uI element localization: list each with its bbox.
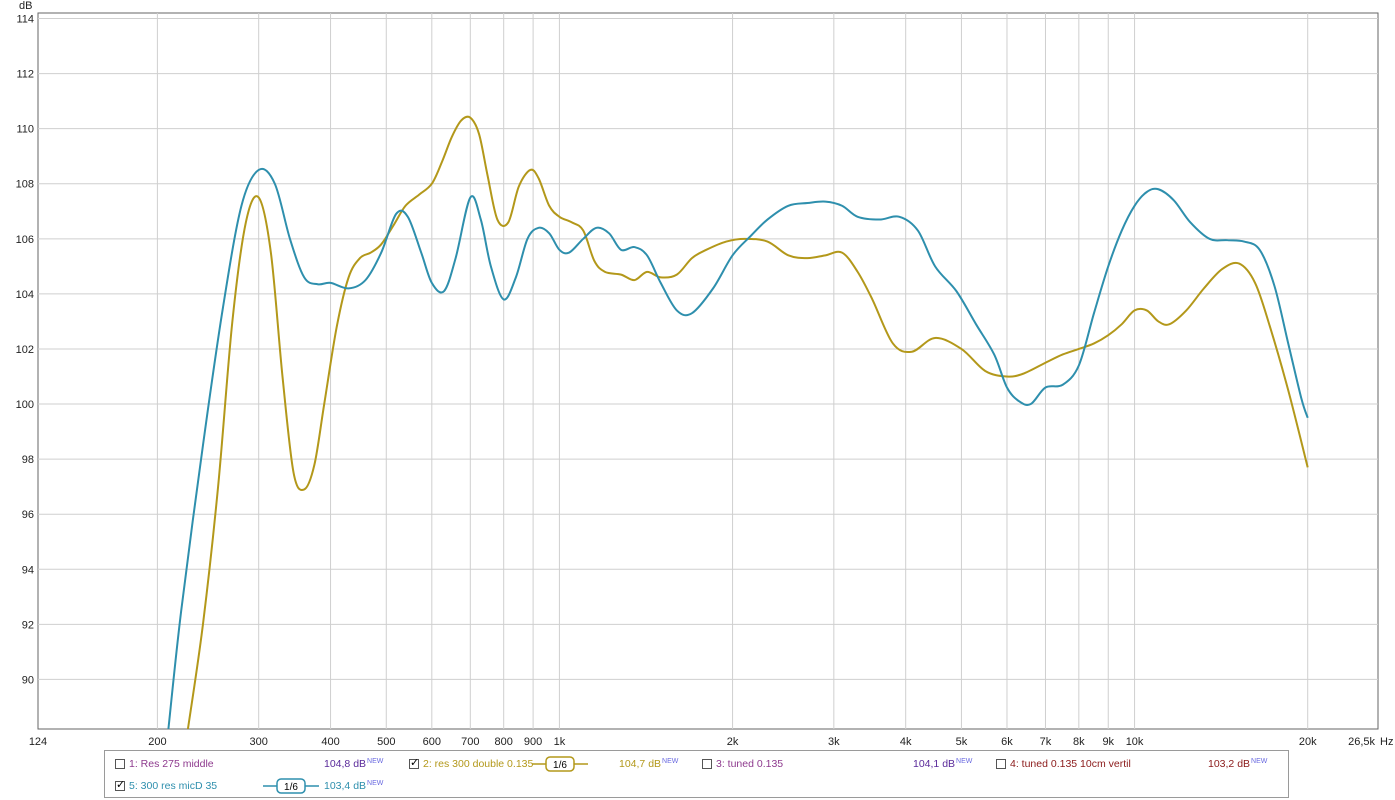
legend-checkbox-3[interactable] xyxy=(702,759,712,769)
svg-text:1/6: 1/6 xyxy=(284,782,298,793)
legend-checkbox-4[interactable] xyxy=(996,759,1006,769)
x-tick-label: 900 xyxy=(524,736,542,748)
x-tick-label: 1k xyxy=(554,736,566,748)
series-line-2 xyxy=(186,115,1309,729)
legend-level-2: 104,7 dB NEW xyxy=(619,757,679,771)
legend-label-4: 4: tuned 0.135 10cm vertil xyxy=(1010,758,1131,770)
y-tick-label: 114 xyxy=(16,14,34,26)
y-tick-label: 108 xyxy=(16,179,34,191)
legend-label-3: 3: tuned 0.135 xyxy=(716,758,784,770)
series-layer xyxy=(167,115,1309,729)
x-tick-label: 124 xyxy=(29,736,47,748)
x-tick-label: 7k xyxy=(1040,736,1052,748)
y-tick-label: 90 xyxy=(22,674,34,686)
x-tick-label: 600 xyxy=(423,736,441,748)
y-tick-label: 112 xyxy=(16,69,34,81)
frequency-response-chart[interactable]: 114 112 110 108 106 104 102 100 98 96 94 92 90 124 200… xyxy=(0,0,1395,750)
x-tick-label: 4k xyxy=(900,736,912,748)
x-axis-unit-label: Hz xyxy=(1380,736,1393,748)
legend-item-1[interactable]: 1: Res 275 middle xyxy=(115,753,214,775)
series-line-5 xyxy=(167,167,1309,729)
y-axis-unit-label: dB xyxy=(19,0,32,12)
x-tick-label: 9k xyxy=(1102,736,1114,748)
grid-lines xyxy=(38,13,1378,729)
y-tick-label: 98 xyxy=(22,454,34,466)
plot-area xyxy=(37,12,1379,730)
x-tick-label: 300 xyxy=(250,736,268,748)
smoothing-indicator-5[interactable]: 1/6 xyxy=(263,778,319,794)
y-tick-label: 102 xyxy=(16,344,34,356)
legend-level-3: 104,1 dB NEW xyxy=(913,757,973,771)
x-tick-label: 6k xyxy=(1001,736,1013,748)
legend-level-1: 104,8 dB NEW xyxy=(324,757,384,771)
legend-item-4[interactable]: 4: tuned 0.135 10cm vertil xyxy=(996,753,1131,775)
y-tick-label: 110 xyxy=(16,124,34,136)
x-tick-label: 400 xyxy=(321,736,339,748)
legend-item-5[interactable]: 5: 300 res micD 35 xyxy=(115,775,217,797)
tick-labels: 114 112 110 108 106 104 102 100 98 96 94 92 90 124 200… xyxy=(16,14,1376,748)
x-tick-label: 2k xyxy=(727,736,739,748)
x-tick-label: 20k xyxy=(1299,736,1317,748)
y-tick-label: 100 xyxy=(16,399,34,411)
legend-checkbox-2[interactable] xyxy=(409,756,419,769)
y-tick-label: 92 xyxy=(22,619,34,631)
svg-text:1/6: 1/6 xyxy=(553,760,567,771)
smoothing-indicator-2[interactable]: 1/6 xyxy=(532,756,588,772)
x-tick-label: 5k xyxy=(956,736,968,748)
x-tick-label: 10k xyxy=(1126,736,1144,748)
x-tick-label: 200 xyxy=(148,736,166,748)
y-tick-label: 96 xyxy=(22,509,34,521)
x-tick-label: 700 xyxy=(461,736,479,748)
legend-item-3[interactable]: 3: tuned 0.135 xyxy=(702,753,783,775)
y-tick-label: 94 xyxy=(22,564,34,576)
legend-checkbox-1[interactable] xyxy=(115,759,125,769)
x-tick-label: 26,5k xyxy=(1348,736,1375,748)
legend-item-2[interactable]: 2: res 300 double 0.135 xyxy=(409,753,533,775)
x-tick-label: 3k xyxy=(828,736,840,748)
legend-label-1: 1: Res 275 middle xyxy=(129,758,214,770)
legend-level-4: 103,2 dB NEW xyxy=(1208,757,1268,771)
legend-level-5: 103,4 dB NEW xyxy=(324,779,384,793)
legend-label-5: 5: 300 res micD 35 xyxy=(129,780,218,792)
x-tick-label: 800 xyxy=(495,736,513,748)
legend-label-2: 2: res 300 double 0.135 xyxy=(423,758,534,770)
y-tick-label: 106 xyxy=(16,234,34,246)
legend-checkbox-5[interactable] xyxy=(115,778,125,791)
x-tick-label: 500 xyxy=(377,736,395,748)
y-tick-label: 104 xyxy=(16,289,34,301)
x-tick-label: 8k xyxy=(1073,736,1085,748)
